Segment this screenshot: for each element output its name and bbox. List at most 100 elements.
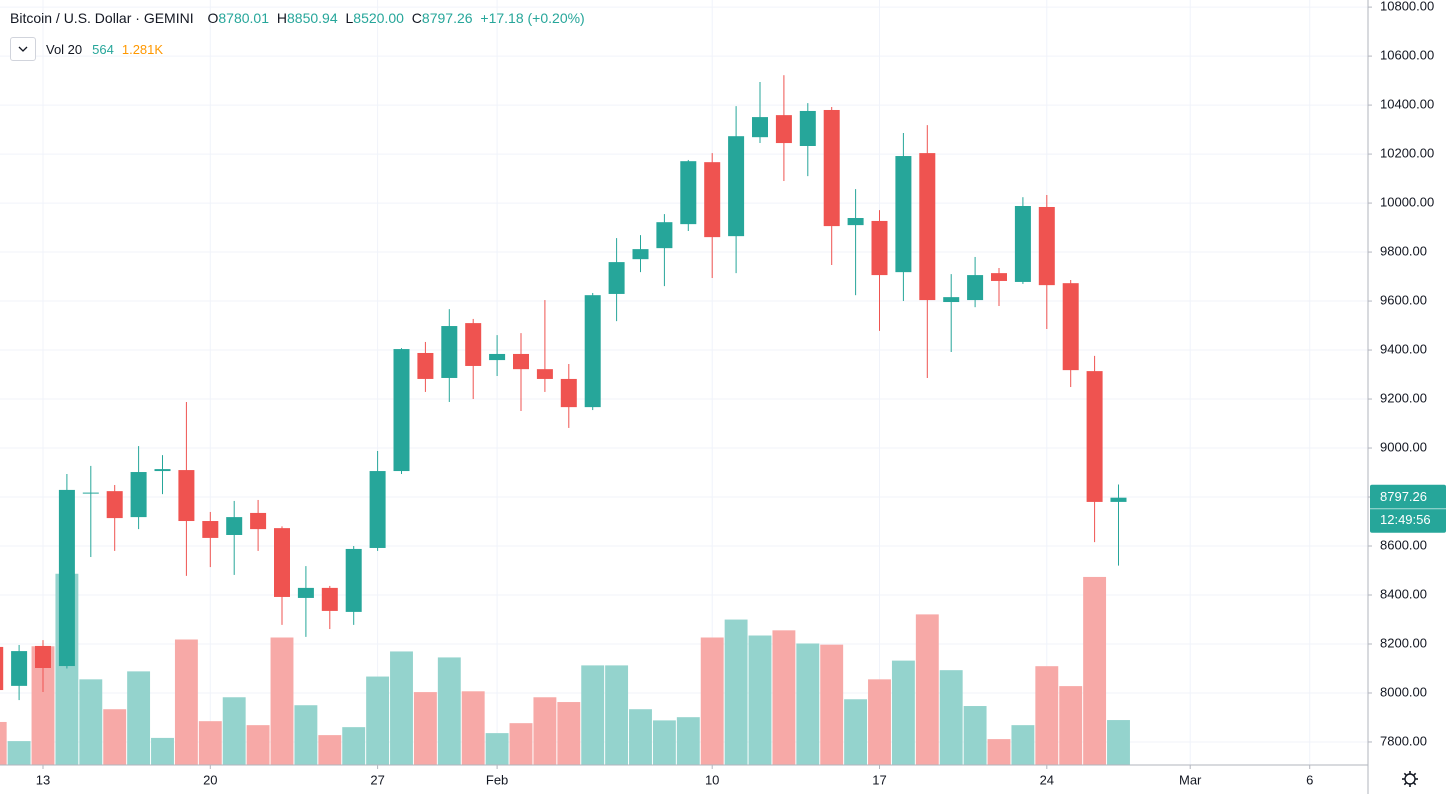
volume-bar [557, 702, 581, 765]
volume-bar [652, 720, 676, 765]
candle-body [489, 353, 506, 361]
x-tick-label: 20 [203, 772, 217, 787]
volume-bar [174, 639, 198, 765]
volume-bar [844, 699, 868, 765]
volume-bar [1059, 686, 1083, 765]
y-tick-label: 10400.00 [1380, 97, 1434, 112]
y-tick-label: 7800.00 [1380, 733, 1427, 748]
countdown-label: 12:49:56 [1380, 512, 1431, 527]
candle-body [1014, 206, 1031, 282]
volume-bar [676, 717, 700, 765]
candle-body [154, 469, 171, 472]
collapse-button[interactable] [10, 37, 36, 61]
candle-body [991, 273, 1007, 281]
chevron [18, 46, 28, 52]
volume-bar [1083, 576, 1107, 765]
candle-body [178, 470, 195, 522]
gear-ring [1404, 773, 1416, 785]
volume-bar [629, 709, 652, 765]
gear-tooth [1412, 772, 1417, 777]
y-tick-label: 9400.00 [1380, 341, 1427, 356]
volume-bar [987, 739, 1011, 765]
candle-body [202, 521, 219, 538]
candle-body [895, 156, 912, 273]
candle-body [369, 471, 386, 548]
x-tick-label: 6 [1306, 772, 1313, 787]
volume-bar [605, 665, 629, 765]
candle-body [297, 587, 314, 598]
candle-body [345, 548, 362, 612]
y-tick-label: 8600.00 [1380, 537, 1427, 552]
candle-body [632, 249, 649, 260]
volume-bar [963, 706, 987, 765]
volume-bar [461, 691, 485, 765]
candle-body [321, 587, 338, 611]
volume-bar [31, 646, 55, 765]
volume-label: Vol 20 [46, 41, 83, 57]
volume-bar [79, 679, 103, 765]
x-tick-label: 17 [872, 772, 886, 787]
candle-body [656, 222, 673, 249]
candle-body [799, 110, 816, 146]
volume-bar [390, 651, 413, 765]
x-tick-label: Feb [486, 772, 508, 787]
volume-bar [581, 665, 605, 765]
y-tick-label: 8000.00 [1380, 684, 1427, 699]
candle-body [943, 297, 960, 303]
ohlc-label: H [276, 10, 287, 26]
candle-body [11, 651, 28, 686]
candle-body [871, 220, 888, 276]
candle-body [274, 528, 290, 597]
candle-body [58, 489, 75, 667]
x-tick-label: 10 [705, 772, 719, 787]
candle-body [1086, 371, 1103, 502]
candle-body [823, 109, 840, 227]
volume-bar [796, 643, 820, 765]
candle-body [728, 136, 745, 237]
volume-bar [1035, 666, 1059, 765]
volume-bar [151, 737, 174, 765]
candle-body [1062, 283, 1079, 371]
volume-ma: 1.281K [121, 41, 164, 57]
volume-bar [270, 637, 294, 765]
candle-body [465, 323, 482, 366]
volume-bar [724, 619, 748, 765]
candle-body [393, 349, 410, 472]
y-tick-label: 9800.00 [1380, 243, 1427, 258]
price-label: 8797.26 [1380, 489, 1427, 504]
volume-bar [103, 709, 127, 765]
volume-bar [772, 630, 796, 765]
gear-tooth [1412, 781, 1417, 786]
y-tick-label: 10200.00 [1380, 146, 1434, 161]
ohlc-label: O [207, 10, 219, 26]
ohlc-value: 8780.01 [218, 10, 269, 26]
y-tick-label: 8200.00 [1380, 635, 1427, 650]
volume-bar [437, 657, 461, 765]
candle-body [82, 492, 99, 494]
candle-body [106, 491, 123, 519]
volume-bar [222, 697, 246, 765]
x-tick-label: 24 [1040, 772, 1054, 787]
candle-body [704, 162, 721, 238]
ohlc-label: L [345, 10, 354, 26]
x-tick-label: 13 [36, 772, 50, 787]
candle-body [775, 115, 792, 144]
candle-body [226, 517, 243, 535]
volume-bar [533, 697, 557, 765]
candle-body [417, 352, 434, 379]
candle-body [967, 275, 984, 301]
volume-bar [891, 660, 915, 765]
volume-bar [318, 735, 342, 765]
volume-bar [939, 670, 963, 765]
y-tick-label: 10000.00 [1380, 195, 1434, 210]
settings-icon[interactable] [1402, 771, 1418, 787]
candle-body [919, 153, 936, 301]
volume-bar [748, 635, 772, 765]
ohlc-value: 8520.00 [353, 10, 404, 26]
y-tick-label: 10800.00 [1380, 0, 1434, 14]
ohlc-value: 8850.94 [287, 10, 338, 26]
y-tick-label: 9200.00 [1380, 390, 1427, 405]
candle-body [1038, 206, 1055, 286]
